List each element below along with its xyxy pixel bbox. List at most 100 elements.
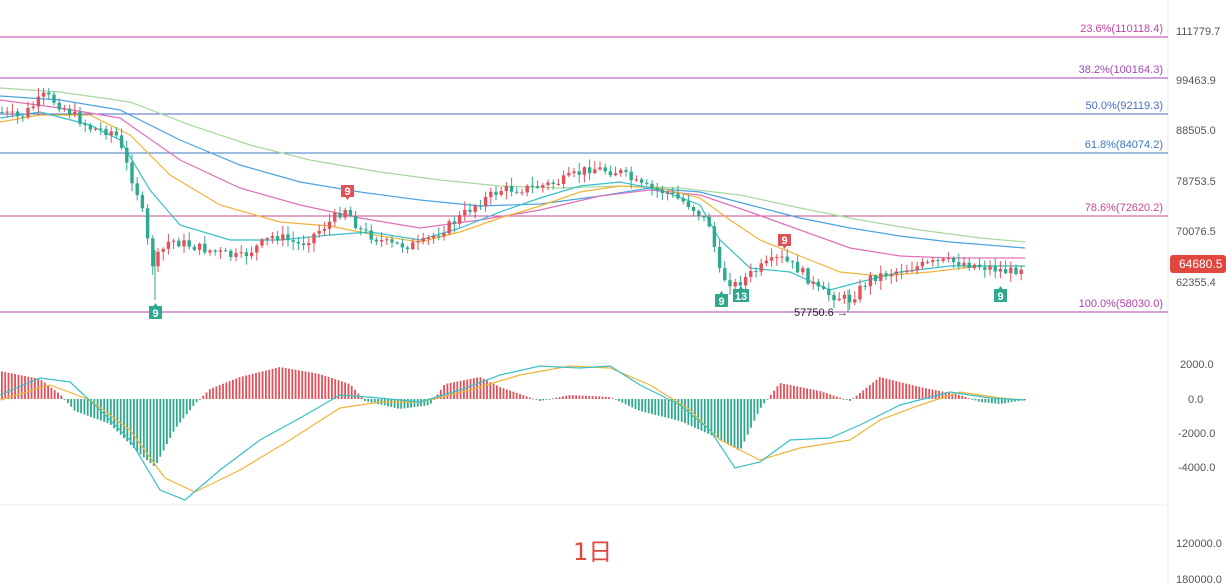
macd-bar <box>331 378 333 399</box>
macd-bar <box>7 372 10 399</box>
macd-bar <box>119 399 122 435</box>
candle-body <box>567 172 571 176</box>
macd-bar <box>552 398 554 400</box>
candle-body <box>338 213 342 218</box>
candle-body <box>587 167 592 174</box>
candle-body <box>156 251 160 267</box>
td-mark-buy: 9 <box>994 286 1007 303</box>
macd-bar <box>337 380 340 399</box>
candle-body <box>816 281 821 287</box>
macd-bar <box>30 377 33 399</box>
low-annotation: 57750.6 → <box>794 307 848 319</box>
candle-body <box>681 198 685 202</box>
macd-bar <box>406 399 409 408</box>
macd-bar <box>555 397 558 399</box>
candle-body <box>421 238 425 242</box>
candle-body <box>67 108 72 115</box>
candle-body <box>223 250 228 252</box>
macd-bar <box>951 393 954 399</box>
price-tick: 99463.9 <box>1176 75 1216 87</box>
candle-body <box>723 268 727 281</box>
macd-bar <box>601 396 604 399</box>
macd-bar <box>410 399 412 408</box>
candle-body <box>447 221 451 234</box>
candle-body <box>546 182 550 186</box>
candle-body <box>827 288 831 295</box>
ma-line-pink <box>0 99 1025 259</box>
candle-body <box>130 162 134 184</box>
candle-body <box>608 171 613 176</box>
macd-bar <box>548 399 551 400</box>
macd-bar <box>967 398 970 399</box>
candle-body <box>712 226 717 247</box>
macd-bar <box>20 375 23 399</box>
macd-bar <box>786 384 789 399</box>
macd-bar <box>288 368 290 399</box>
macd-bar <box>934 390 937 399</box>
candle-body <box>41 92 46 97</box>
macd-bar <box>360 397 363 399</box>
macd-bar <box>496 385 498 399</box>
macd-bar <box>403 399 406 409</box>
candle-body <box>374 239 379 242</box>
candle-body <box>114 131 119 136</box>
macd-bar <box>954 394 957 399</box>
macd-bar <box>581 395 584 399</box>
candle-body <box>15 111 20 117</box>
macd-bar <box>489 382 492 399</box>
macd-bar <box>113 399 115 429</box>
macd-bar <box>680 399 683 422</box>
candle-body <box>910 270 914 272</box>
macd-bar <box>324 375 327 399</box>
candle-body <box>1009 267 1013 274</box>
macd-bar <box>769 394 772 399</box>
macd-bar <box>159 399 162 457</box>
macd-bar <box>733 399 736 448</box>
macd-bar <box>542 399 544 401</box>
candle-body <box>197 243 202 250</box>
macd-bar <box>895 381 898 399</box>
candle-body <box>125 147 129 163</box>
candle-body <box>868 275 873 287</box>
macd-bar <box>674 399 676 420</box>
macd-bar <box>370 399 373 403</box>
macd-bar <box>443 385 445 399</box>
macd-bar <box>641 399 643 412</box>
macd-bar <box>944 392 947 399</box>
candle-body <box>78 111 82 124</box>
candle-body <box>743 276 748 286</box>
macd-bar <box>439 389 442 399</box>
macd-bar <box>43 382 46 399</box>
macd-bar <box>905 383 907 399</box>
candle-body <box>229 250 233 257</box>
candle-body <box>244 252 249 257</box>
macd-bar <box>882 377 884 399</box>
candle-body <box>925 261 930 263</box>
candle-body <box>119 135 124 148</box>
macd-bar <box>301 370 304 399</box>
macd-bar <box>611 398 614 399</box>
macd-bar <box>707 399 709 434</box>
macd-bar <box>591 396 594 399</box>
macd-bar <box>502 388 505 399</box>
macd-bar <box>931 389 934 399</box>
candle-body <box>837 298 841 301</box>
candle-body <box>353 216 358 229</box>
td-mark-sell: 9 <box>341 185 354 200</box>
candle-body <box>660 189 665 194</box>
macd-bar <box>826 393 828 399</box>
candle-body <box>551 182 555 185</box>
macd-bar <box>859 393 861 399</box>
macd-bar <box>466 379 469 399</box>
macd-bar <box>304 371 307 399</box>
svg-text:9: 9 <box>781 235 787 247</box>
macd-bar <box>743 399 746 442</box>
macd-bar <box>799 387 802 399</box>
macd-bar <box>241 376 244 399</box>
macd-bar <box>156 399 158 464</box>
macd-bar <box>14 374 16 399</box>
candle-body <box>863 285 867 287</box>
macd-bar <box>872 382 874 399</box>
candle-body <box>99 128 103 130</box>
